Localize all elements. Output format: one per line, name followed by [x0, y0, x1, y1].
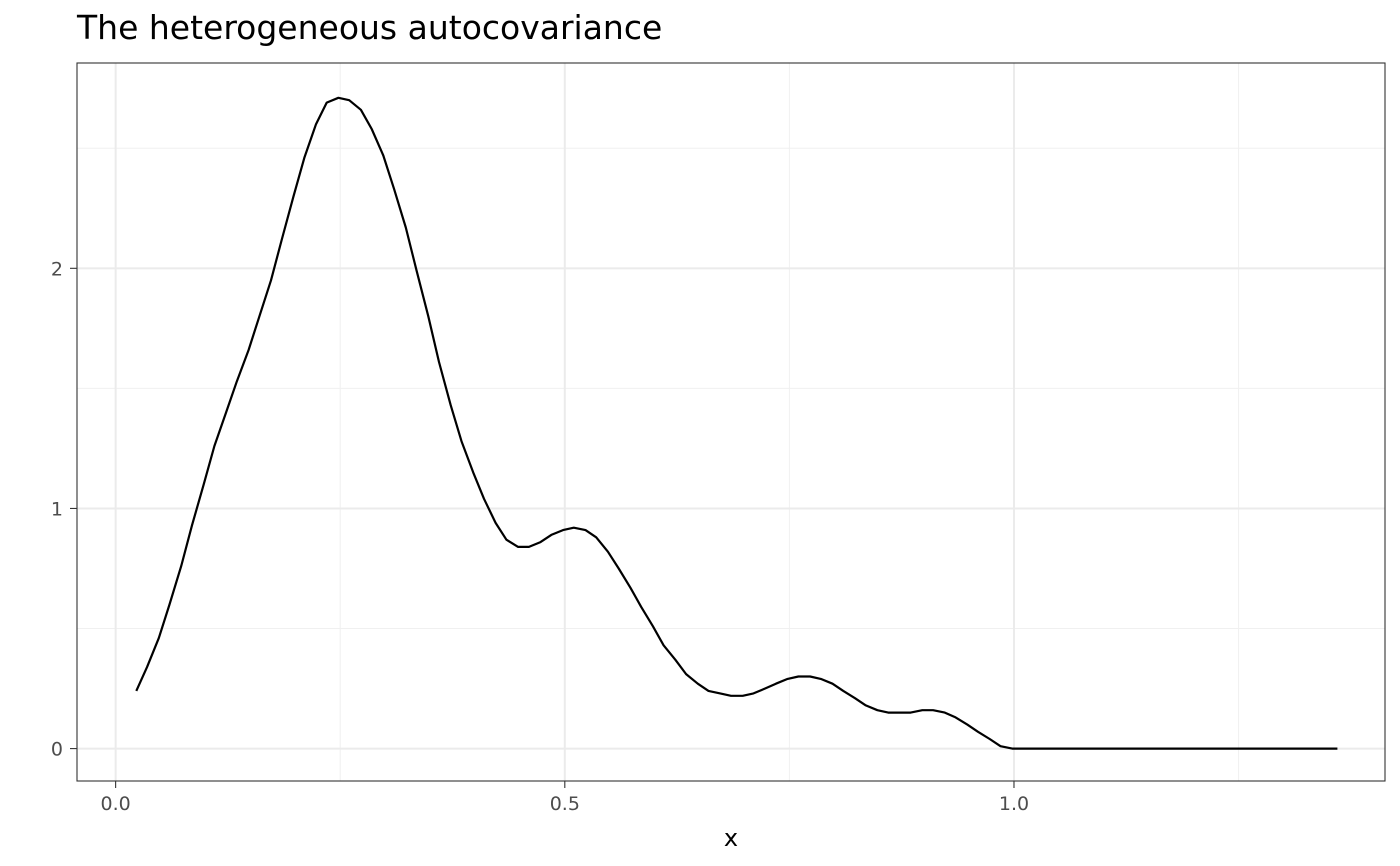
plot-panel-border [76, 62, 1386, 782]
x-axis-title: x [724, 824, 738, 852]
x-tick-label: 1.0 [999, 793, 1029, 815]
x-axis-ticks: 0.0 0.5 1.0 [101, 781, 1029, 815]
y-tick-label: 2 [51, 258, 63, 280]
x-tick-label: 0.0 [101, 793, 131, 815]
x-tick-label: 0.5 [550, 793, 580, 815]
series-line [135, 96, 1338, 750]
minor-gridlines [77, 63, 1385, 781]
y-tick-label: 1 [51, 498, 63, 520]
chart-title: The heterogeneous autocovariance [77, 8, 663, 47]
series-layer [135, 96, 1338, 750]
plot-panel-background [77, 63, 1385, 781]
y-axis-ticks: 0 1 2 [51, 258, 77, 761]
y-tick-label: 0 [51, 739, 63, 761]
